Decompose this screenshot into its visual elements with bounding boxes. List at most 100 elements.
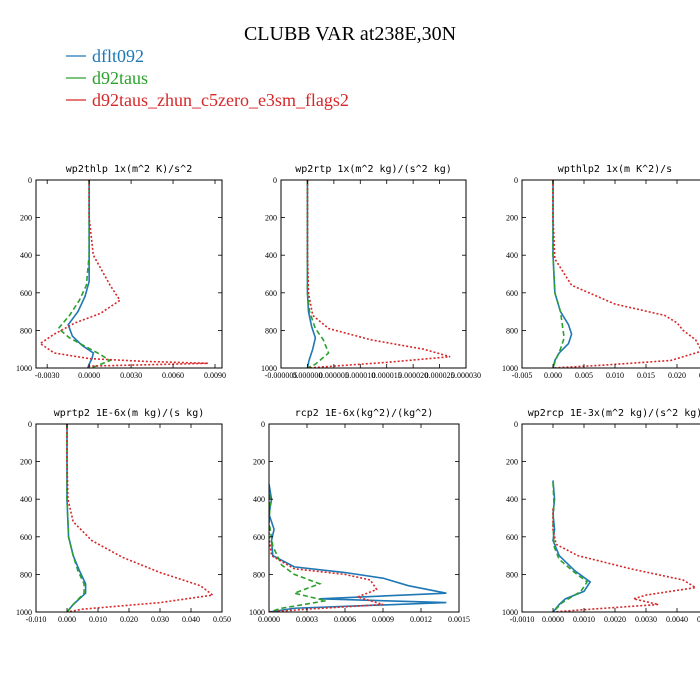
y-tick-label: 800 (20, 326, 32, 335)
x-tick-label: 0.000010 (345, 371, 375, 380)
y-tick-label: 1000 (502, 364, 518, 373)
x-tick-label: -0.0010 (510, 615, 535, 624)
chart-panel-2: wp2rtp 1x(m^2 kg)/(s^2 kg) -0.000005 0.000… (261, 164, 481, 380)
x-tick-label: -0.0030 (35, 371, 60, 380)
legend-entry-dflt092: dflt092 (66, 46, 144, 66)
panel-title: wp2rtp 1x(m^2 kg)/(s^2 kg) (295, 164, 452, 175)
y-tick-label: 400 (506, 251, 518, 260)
y-tick-label: 1000 (16, 364, 32, 373)
y-tick-label: 600 (20, 289, 32, 298)
y-tick-label: 200 (506, 458, 518, 467)
y-tick-label: 400 (253, 495, 265, 504)
x-tick-label: 0.010 (606, 371, 624, 380)
plot-frame (35, 179, 223, 369)
y-tick-label: 400 (506, 495, 518, 504)
panel-title: wprtp2 1E-6x(m kg)/(s kg) (54, 408, 205, 419)
x-tick-label: 0.000020 (398, 371, 428, 380)
y-tick-label: 800 (265, 326, 277, 335)
x-tick-label: 0.0040 (666, 615, 688, 624)
y-tick-label: 400 (265, 251, 277, 260)
series-line-d92taus (66, 424, 85, 612)
x-tick-label: 0.0000 (78, 371, 100, 380)
y-tick-label: 800 (506, 570, 518, 579)
x-tick-label: 0.0009 (372, 615, 394, 624)
chart-panel-5: rcp2 1E-6x(kg^2)/(kg^2) 0.0000 0.0003 0.000… (249, 408, 470, 624)
series-line-d92taus-zhun-c5zero-e3sm-flags2 (269, 508, 384, 612)
series-line-d92taus-zhun-c5zero-e3sm-flags2 (38, 180, 209, 368)
y-tick-label: 600 (506, 289, 518, 298)
y-tick-label: 600 (253, 533, 265, 542)
series-line-d92taus (306, 180, 330, 368)
plot-frame (521, 179, 700, 369)
x-tick-label: 0.0010 (573, 615, 595, 624)
x-tick-label: 0.0060 (162, 371, 184, 380)
panel-title: wp2rcp 1E-3x(m^2 kg)/(s^2 kg) (528, 408, 700, 419)
legend-entry-d92taus-zhun: d92taus_zhun_c5zero_e3sm_flags2 (66, 90, 349, 110)
y-tick-label: 600 (20, 533, 32, 542)
panel-title: rcp2 1E-6x(kg^2)/(kg^2) (295, 408, 433, 419)
x-tick-label: 0.040 (182, 615, 200, 624)
y-tick-label: 200 (20, 214, 32, 223)
x-tick-label: 0.020 (668, 371, 686, 380)
panel-title: wp2thlp 1x(m^2 K)/s^2 (66, 164, 192, 175)
legend-label-d92taus: d92taus (92, 68, 148, 88)
panel-title: wpthlp2 1x(m K^2)/s (558, 164, 672, 175)
series-line-d92taus (57, 180, 112, 368)
series-line-d92taus-zhun-c5zero-e3sm-flags2 (552, 508, 698, 612)
x-tick-label: 0.0006 (334, 615, 356, 624)
series-line-dflt092 (269, 484, 447, 612)
y-tick-label: 800 (253, 570, 265, 579)
y-tick-label: 1000 (249, 608, 265, 617)
x-tick-label: 0.000 (544, 371, 562, 380)
plot-frame (268, 423, 460, 613)
series-line-d92taus-zhun-c5zero-e3sm-flags2 (552, 180, 700, 368)
x-tick-label: 0.0000 (542, 615, 564, 624)
y-tick-label: 600 (506, 533, 518, 542)
y-tick-label: 1000 (16, 608, 32, 617)
x-tick-label: 0.0015 (448, 615, 470, 624)
x-tick-label: 0.000 (58, 615, 76, 624)
series-line-dflt092 (552, 480, 592, 612)
x-tick-label: 0.050 (213, 615, 231, 624)
x-tick-label: 0.000015 (372, 371, 402, 380)
series-line-dflt092 (552, 180, 573, 368)
figure-title: CLUBB VAR at238E,30N (244, 23, 456, 45)
x-tick-label: -0.000005 (265, 371, 298, 380)
y-tick-label: 1000 (502, 608, 518, 617)
series-line-d92taus-zhun-c5zero-e3sm-flags2 (306, 180, 451, 368)
x-tick-label: 0.010 (89, 615, 107, 624)
legend-label-d92taus-zhun: d92taus_zhun_c5zero_e3sm_flags2 (92, 90, 349, 110)
legend-label-dflt092: dflt092 (92, 46, 144, 66)
y-tick-label: 800 (506, 326, 518, 335)
y-tick-label: 1000 (261, 364, 277, 373)
chart-panel-1: wp2thlp 1x(m^2 K)/s^2 -0.0030 0.0000 0.0030… (16, 164, 226, 380)
x-tick-label: 0.015 (637, 371, 655, 380)
y-tick-label: 0 (28, 420, 32, 429)
series-line-d92taus (552, 482, 589, 612)
x-tick-label: 0.0003 (296, 615, 318, 624)
y-tick-label: 200 (20, 458, 32, 467)
x-tick-label: 0.000005 (319, 371, 349, 380)
chart-panel-4: wprtp2 1E-6x(m kg)/(s kg) -0.010 0.000 0.01… (16, 408, 231, 624)
y-tick-label: 200 (506, 214, 518, 223)
series-line-dflt092 (66, 424, 87, 612)
y-tick-label: 800 (20, 570, 32, 579)
x-tick-label: 0.030 (151, 615, 169, 624)
series-line-d92taus-zhun-c5zero-e3sm-flags2 (66, 424, 215, 612)
x-tick-label: -0.010 (26, 615, 47, 624)
series-line-dflt092 (306, 180, 317, 368)
x-tick-label: 0.000025 (425, 371, 455, 380)
y-tick-label: 0 (261, 420, 265, 429)
x-tick-label: 0.0020 (604, 615, 626, 624)
series-line-d92taus (269, 485, 327, 612)
panel-grid: wp2thlp 1x(m^2 K)/s^2-0.0030 0.0000 0.0030… (16, 164, 700, 624)
y-tick-label: 0 (514, 176, 518, 185)
plot-frame (521, 423, 700, 613)
x-tick-label: -0.005 (512, 371, 533, 380)
y-tick-label: 200 (265, 214, 277, 223)
legend: dflt092 d92taus d92taus_zhun_c5zero_e3sm… (66, 46, 349, 110)
x-tick-label: 0.000030 (451, 371, 481, 380)
y-tick-label: 600 (265, 289, 277, 298)
legend-entry-d92taus: d92taus (66, 68, 148, 88)
